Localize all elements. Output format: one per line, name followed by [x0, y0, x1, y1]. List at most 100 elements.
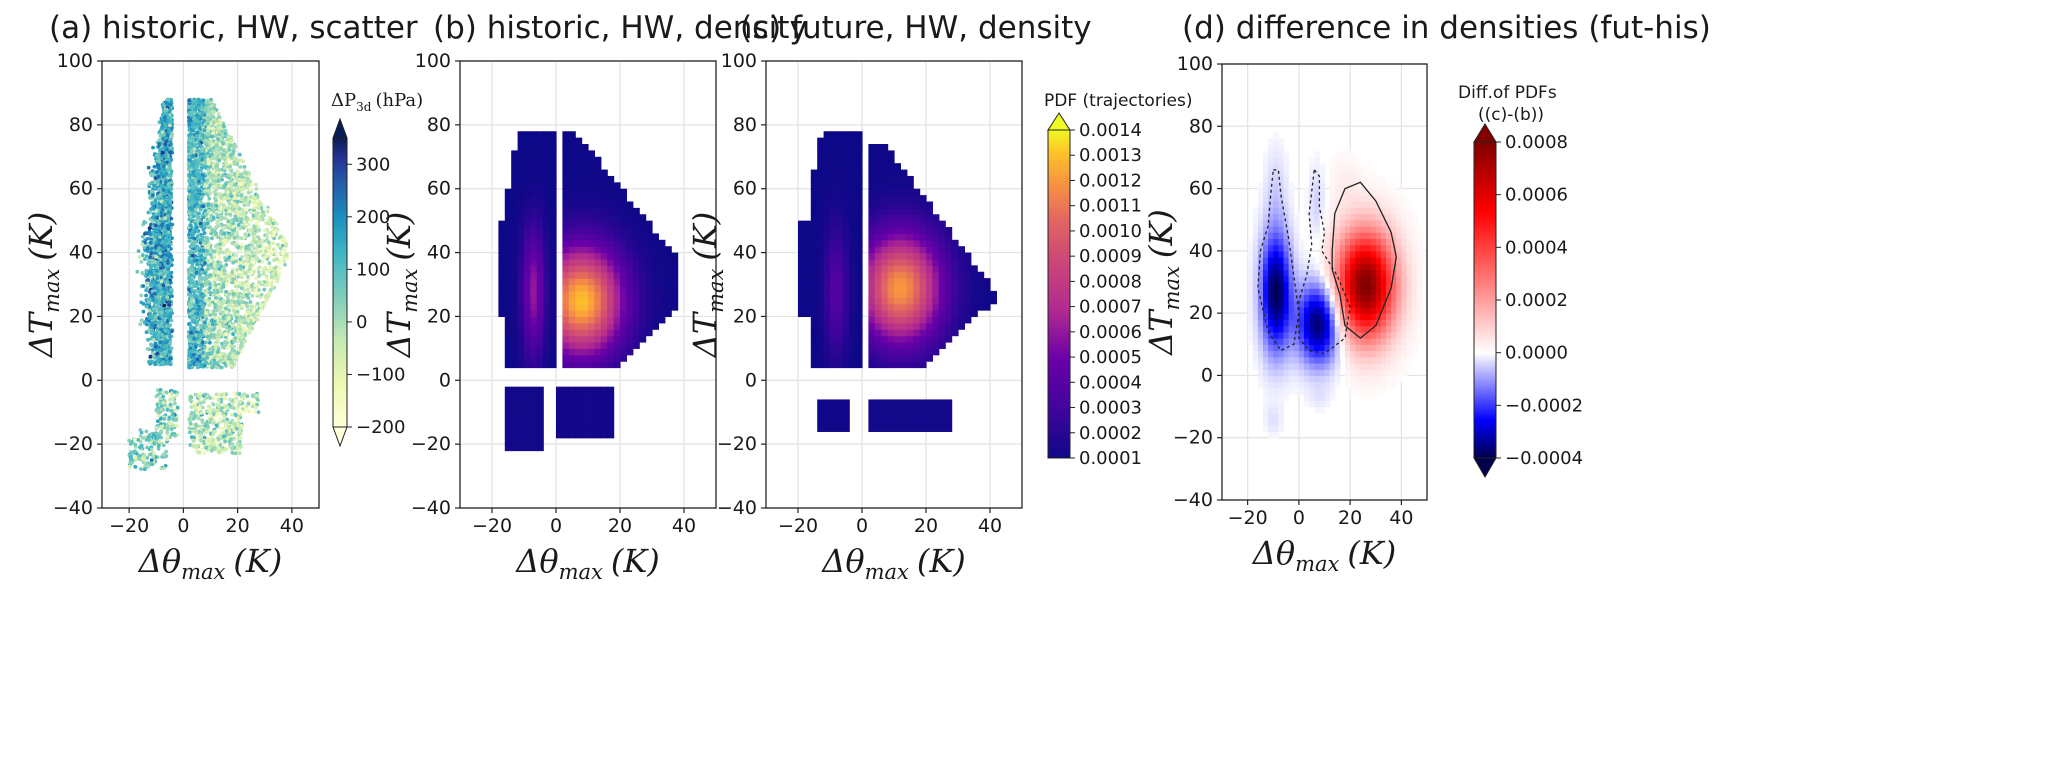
scatter-point — [147, 316, 152, 320]
scatter-point — [151, 193, 155, 198]
scatter-point — [139, 318, 144, 323]
scatter-point — [164, 124, 168, 129]
scatter-point — [156, 303, 160, 308]
scatter-point — [219, 199, 224, 204]
scatter-point — [207, 286, 212, 291]
scatter-point — [168, 150, 173, 155]
scatter-point — [157, 316, 161, 321]
scatter-point — [151, 324, 155, 328]
scatter-point — [145, 246, 150, 251]
scatter-point — [164, 309, 169, 313]
scatter-point — [170, 236, 174, 241]
scatter-point — [231, 364, 235, 369]
scatter-point — [247, 330, 252, 335]
scatter-point — [250, 240, 255, 245]
scatter-point — [254, 276, 258, 281]
scatter-point — [238, 266, 243, 271]
scatter-point — [204, 298, 208, 303]
scatter-point — [198, 207, 203, 212]
scatter-point — [256, 235, 260, 240]
scatter-point — [139, 260, 144, 264]
scatter-point — [167, 350, 172, 354]
scatter-point — [158, 271, 163, 276]
scatter-point — [144, 293, 149, 298]
scatter-point — [235, 199, 240, 204]
scatter-point — [161, 360, 166, 365]
scatter-point — [255, 308, 259, 313]
scatter-point — [193, 209, 198, 214]
scatter-point — [167, 244, 171, 249]
scatter-point — [166, 210, 171, 215]
scatter-point — [157, 320, 162, 325]
scatter-point — [158, 262, 163, 267]
scatter-point — [205, 221, 210, 226]
scatter-point — [277, 269, 282, 274]
scatter-point — [204, 331, 208, 336]
scatter-point — [208, 340, 212, 345]
scatter-point — [163, 142, 168, 147]
panel-b-title: (b) historic, HW, density — [433, 10, 808, 46]
scatter-point — [163, 352, 167, 357]
scatter-point — [150, 328, 155, 333]
scatter-point — [239, 343, 244, 348]
scatter-point — [193, 229, 198, 234]
scatter-point — [160, 126, 164, 130]
scatter-point — [164, 154, 168, 159]
scatter-point — [152, 356, 157, 360]
scatter-point — [168, 134, 173, 139]
scatter-point — [213, 244, 218, 249]
scatter-point — [158, 340, 163, 345]
scatter-point — [242, 186, 246, 191]
scatter-point — [165, 223, 170, 228]
scatter-point — [165, 267, 170, 271]
scatter-point — [167, 162, 172, 167]
scatter-point — [222, 265, 227, 269]
scatter-point — [151, 145, 155, 150]
scatter-point — [146, 337, 151, 342]
scatter-point — [155, 156, 160, 160]
scatter-point — [154, 209, 159, 213]
scatter-point — [282, 236, 287, 241]
scatter-point — [225, 346, 229, 350]
scatter-point — [146, 278, 150, 282]
scatter-point — [150, 289, 155, 294]
scatter-point — [151, 205, 156, 209]
scatter-point — [271, 241, 276, 246]
scatter-point — [162, 201, 167, 206]
scatter-point — [159, 210, 164, 215]
scatter-point — [156, 295, 161, 299]
scatter-point — [212, 277, 217, 282]
scatter-point — [158, 285, 163, 290]
scatter-point — [149, 251, 154, 256]
scatter-point — [212, 190, 217, 194]
scatter-point — [245, 287, 250, 292]
scatter-point — [257, 288, 261, 292]
scatter-point — [169, 290, 174, 295]
scatter-point — [228, 182, 233, 187]
scatter-point — [166, 129, 171, 134]
scatter-point — [250, 294, 255, 298]
scatter-point — [246, 274, 250, 279]
scatter-point — [199, 323, 203, 328]
scatter-point — [202, 231, 207, 235]
scatter-point — [157, 138, 162, 143]
scatter-point — [238, 165, 243, 169]
scatter-point — [168, 280, 173, 285]
scatter-point — [156, 174, 161, 179]
scatter-point — [195, 320, 200, 325]
scatter-point — [136, 249, 141, 253]
scatter-point — [162, 286, 167, 291]
scatter-point — [166, 115, 171, 120]
scatter-point — [166, 261, 171, 265]
scatter-point — [215, 221, 220, 225]
scatter-point — [248, 187, 253, 192]
scatter-point — [163, 216, 168, 221]
scatter-point — [147, 226, 152, 231]
scatter-point — [153, 344, 158, 349]
scatter-point — [166, 273, 171, 278]
scatter-point — [148, 240, 153, 245]
scatter-point — [192, 143, 197, 147]
scatter-point — [161, 345, 166, 350]
scatter-point — [207, 303, 212, 308]
scatter-point — [152, 215, 156, 220]
